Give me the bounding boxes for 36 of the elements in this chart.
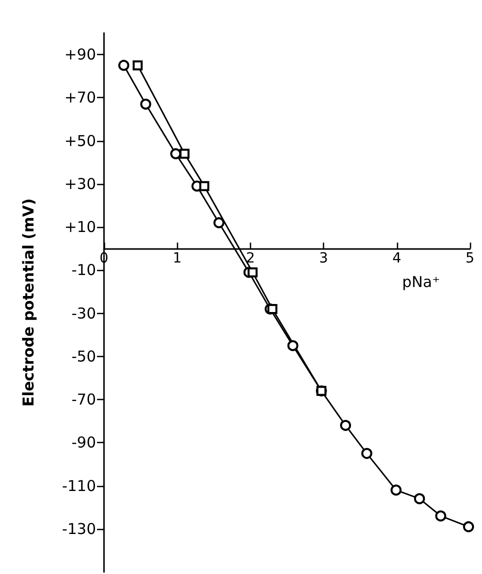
point <box>140 98 152 110</box>
point <box>267 304 278 314</box>
point <box>390 484 402 496</box>
point <box>435 510 446 522</box>
x-tick-label: 5 <box>466 250 474 267</box>
y-tick-label: -30 <box>72 304 96 322</box>
y-tick-label: +50 <box>64 132 96 150</box>
y-tick-label: -70 <box>72 390 96 409</box>
point <box>248 267 258 278</box>
point <box>463 521 474 532</box>
y-tick-label: -10 <box>72 261 96 280</box>
x-tick-label: 3 <box>319 250 328 267</box>
y-tick-label: +30 <box>64 174 96 193</box>
x-axis-title: pNa⁺ <box>402 273 440 292</box>
y-tick-label: +70 <box>64 88 96 107</box>
point <box>118 60 130 71</box>
point <box>414 493 425 504</box>
y-tick-label: +10 <box>64 218 96 236</box>
y-tick-label: -130 <box>62 520 96 538</box>
point <box>361 448 372 459</box>
point <box>316 386 326 396</box>
y-tick-label: -50 <box>72 347 96 366</box>
x-tick-label: 1 <box>172 250 182 267</box>
x-tick-label: 2 <box>246 250 255 267</box>
point <box>132 60 143 70</box>
point <box>199 181 210 192</box>
point <box>287 340 298 352</box>
point <box>180 148 190 159</box>
point <box>213 217 224 228</box>
point <box>340 420 352 431</box>
x-tick-label: 4 <box>392 250 402 267</box>
point <box>170 148 182 160</box>
y-tick-label: -90 <box>72 434 96 452</box>
y-tick-label: -110 <box>62 476 96 495</box>
y-axis-title: Electrode potential (mV) <box>20 198 38 407</box>
y-tick-label: +90 <box>64 46 96 64</box>
